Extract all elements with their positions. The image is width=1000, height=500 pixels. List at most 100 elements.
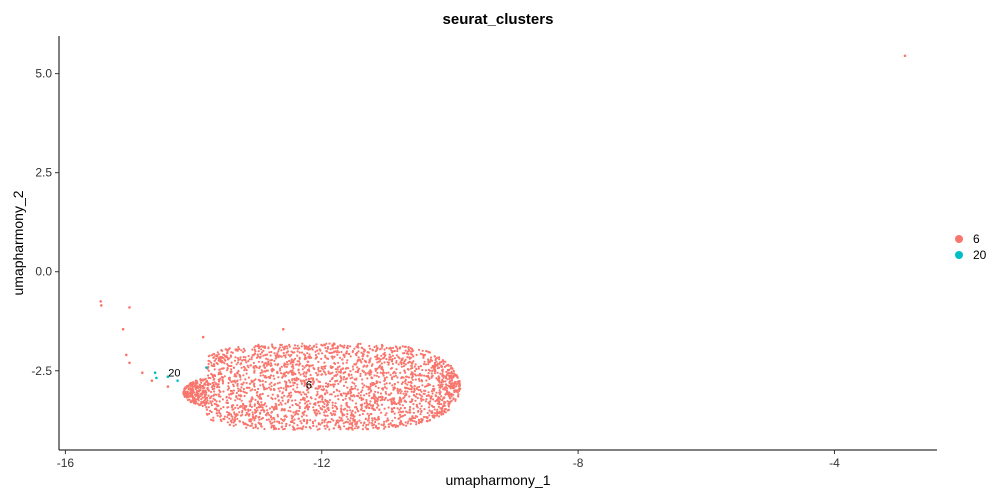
point (212, 419, 215, 422)
point (903, 54, 907, 58)
point (340, 404, 343, 407)
point (276, 413, 279, 416)
point (385, 392, 388, 395)
point (376, 367, 379, 370)
point (268, 407, 271, 410)
point (371, 396, 374, 399)
point (261, 361, 264, 364)
point (269, 388, 272, 391)
point (363, 348, 366, 351)
point (390, 377, 394, 381)
point (219, 357, 223, 360)
point (218, 368, 221, 371)
point (281, 391, 284, 394)
point (383, 379, 386, 382)
point (216, 386, 219, 389)
point (369, 404, 372, 407)
point (228, 357, 231, 360)
point (301, 428, 304, 431)
point (423, 389, 426, 392)
point (317, 380, 320, 383)
point (436, 412, 439, 415)
point (298, 351, 301, 354)
point (327, 385, 330, 388)
point (222, 417, 225, 421)
point (246, 413, 249, 416)
point (280, 372, 283, 375)
point (280, 344, 283, 347)
point (405, 352, 408, 355)
point (361, 428, 364, 431)
point (230, 415, 233, 418)
point (422, 356, 425, 359)
point (191, 387, 194, 390)
point (268, 363, 271, 366)
point (290, 417, 294, 420)
point (360, 404, 363, 407)
point (427, 391, 430, 394)
point (409, 384, 413, 387)
point (406, 411, 409, 414)
point (457, 393, 460, 396)
point (293, 377, 296, 380)
point (217, 409, 221, 412)
point (345, 366, 348, 370)
point (311, 348, 314, 351)
point (402, 392, 405, 395)
point (324, 418, 327, 421)
point (389, 367, 392, 370)
point (379, 392, 383, 395)
point (278, 420, 281, 423)
point (352, 417, 355, 420)
point (246, 386, 249, 389)
point (247, 376, 250, 379)
point (251, 415, 254, 418)
point (300, 422, 303, 425)
point (340, 417, 343, 420)
point (235, 413, 239, 416)
point (334, 413, 337, 416)
point (449, 382, 452, 385)
point (387, 425, 390, 428)
point (266, 411, 270, 414)
point (385, 412, 388, 415)
point (412, 407, 415, 410)
point (434, 357, 438, 360)
point (247, 354, 250, 358)
point (356, 360, 359, 363)
point (233, 411, 236, 414)
point (338, 390, 341, 393)
point (323, 406, 326, 409)
point (265, 369, 268, 372)
point (233, 419, 237, 422)
point (376, 347, 379, 350)
point (440, 409, 444, 412)
point (420, 405, 423, 408)
point (236, 361, 240, 364)
point (302, 413, 305, 416)
point (186, 390, 189, 393)
point (241, 383, 244, 386)
point (263, 409, 266, 412)
point (196, 397, 199, 401)
point (296, 350, 299, 353)
point (400, 400, 403, 403)
point (270, 381, 273, 384)
point (213, 393, 216, 396)
point (193, 382, 196, 385)
point (405, 424, 408, 427)
point (373, 395, 376, 398)
point (296, 354, 299, 357)
point (383, 356, 386, 359)
point (259, 412, 262, 415)
point (260, 351, 264, 354)
point (318, 396, 321, 399)
point (258, 406, 261, 409)
point (320, 421, 324, 424)
point (351, 409, 354, 412)
point (263, 362, 266, 365)
point (345, 350, 348, 353)
point (253, 346, 256, 349)
point (366, 351, 369, 354)
point (366, 412, 369, 415)
